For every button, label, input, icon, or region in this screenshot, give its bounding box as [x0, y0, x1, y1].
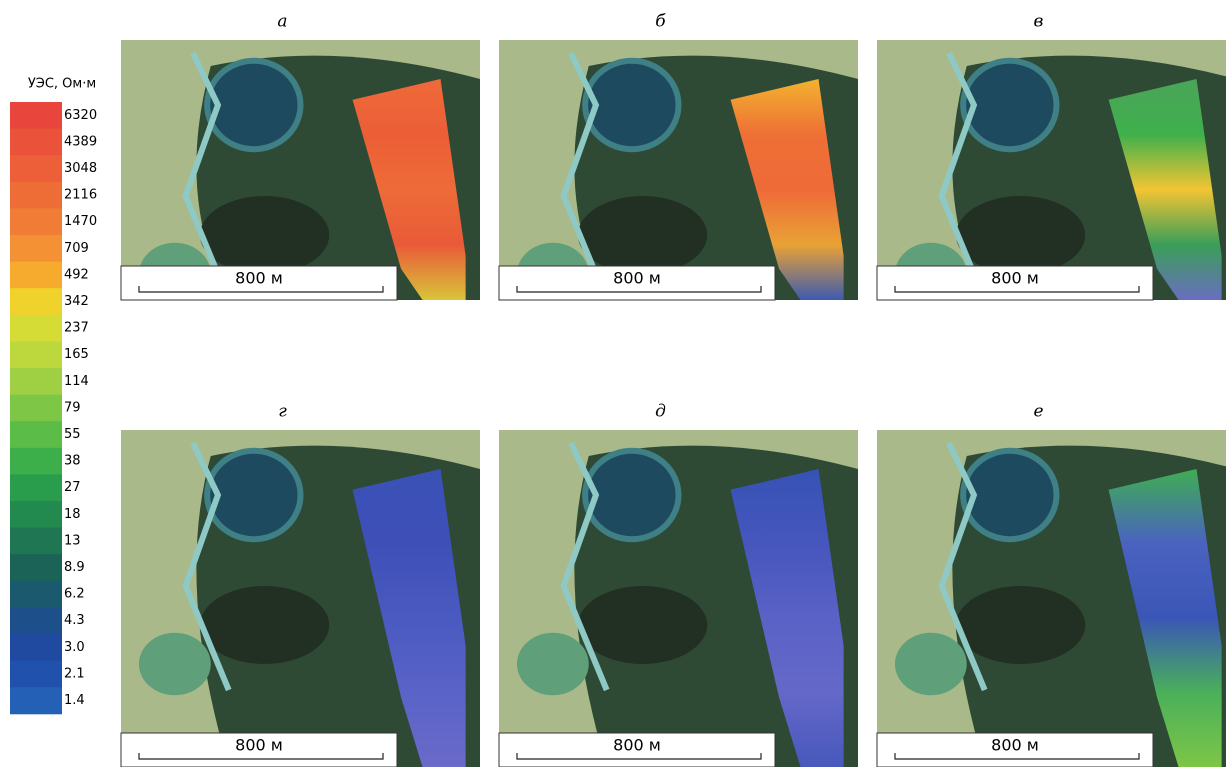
resistivity-map [352, 79, 466, 300]
scale-bar-box [876, 265, 1154, 301]
scale-bar-label: 800 м [991, 736, 1039, 755]
legend-swatch [10, 660, 62, 688]
scale-bar [894, 286, 1140, 293]
legend-swatch [10, 288, 62, 316]
panel-label: б [655, 12, 666, 32]
legend-swatch [10, 128, 62, 156]
legend-label: 79 [64, 400, 81, 415]
legend-swatch [10, 341, 62, 369]
legend-label: 38 [64, 454, 81, 469]
legend-label: 6320 [64, 108, 97, 123]
panel-label: д [655, 402, 666, 422]
legend-label: 237 [64, 321, 89, 336]
scale-bar [516, 286, 762, 293]
legend-swatch [10, 501, 62, 529]
satellite-image [499, 430, 858, 767]
legend-swatch [10, 261, 62, 289]
scale-bar-label: 800 м [613, 269, 661, 288]
panel-label: г [278, 402, 287, 422]
legend-label: 114 [64, 374, 89, 389]
scale-bar-label: 800 м [613, 736, 661, 755]
resistivity-map [1108, 469, 1222, 767]
legend-label: 8.9 [64, 560, 85, 575]
scale-bar-box [876, 732, 1154, 768]
scale-bar-label: 800 м [991, 269, 1039, 288]
legend-swatch [10, 607, 62, 635]
legend-swatch [10, 554, 62, 582]
satellite-image [877, 40, 1226, 300]
legend-swatch [10, 580, 62, 608]
legend-label: 2116 [64, 188, 97, 203]
legend-swatch [10, 447, 62, 475]
satellite-image [121, 40, 480, 300]
satellite-image [121, 430, 480, 767]
scale-bar-box [498, 265, 776, 301]
resistivity-map [352, 469, 466, 767]
legend-label: 1470 [64, 214, 97, 229]
satellite-image [877, 430, 1226, 767]
resistivity-map [730, 79, 844, 300]
scale-bar [138, 753, 384, 760]
scale-bar [138, 286, 384, 293]
legend-title: УЭС, Ом·м [28, 77, 96, 92]
legend-swatch [10, 181, 62, 209]
legend-label: 342 [64, 294, 89, 309]
legend-label: 18 [64, 507, 81, 522]
legend-label: 165 [64, 347, 89, 362]
scale-bar-label: 800 м [235, 269, 283, 288]
scale-bar-box [498, 732, 776, 768]
legend-label: 709 [64, 241, 89, 256]
legend-label: 13 [64, 533, 81, 548]
legend-swatch [10, 394, 62, 422]
legend-swatch [10, 155, 62, 183]
legend-swatch [10, 687, 62, 715]
legend-swatch [10, 634, 62, 662]
scale-bar [894, 753, 1140, 760]
satellite-image [499, 40, 858, 300]
scale-bar [516, 753, 762, 760]
legend-label: 55 [64, 427, 81, 442]
scale-bar-box [120, 265, 398, 301]
resistivity-map [730, 469, 844, 767]
legend-swatch [10, 474, 62, 502]
legend-swatch [10, 314, 62, 342]
scale-bar-box [120, 732, 398, 768]
legend-label: 4.3 [64, 613, 85, 628]
legend-swatch [10, 527, 62, 555]
panel-label: а [277, 12, 287, 32]
legend-swatch [10, 208, 62, 236]
legend-label: 2.1 [64, 666, 85, 681]
scale-bar-label: 800 м [235, 736, 283, 755]
panel-label: в [1034, 12, 1044, 32]
legend-swatch [10, 102, 62, 130]
legend-label: 3048 [64, 161, 97, 176]
legend-label: 492 [64, 267, 89, 282]
resistivity-map [1108, 79, 1222, 300]
panel-label: е [1033, 402, 1043, 422]
legend-swatch [10, 235, 62, 263]
legend-label: 3.0 [64, 640, 85, 655]
legend-swatch [10, 368, 62, 396]
legend-label: 27 [64, 480, 81, 495]
legend-label: 6.2 [64, 587, 85, 602]
legend-label: 4389 [64, 134, 97, 149]
legend-swatch [10, 421, 62, 449]
legend-label: 1.4 [64, 693, 85, 708]
